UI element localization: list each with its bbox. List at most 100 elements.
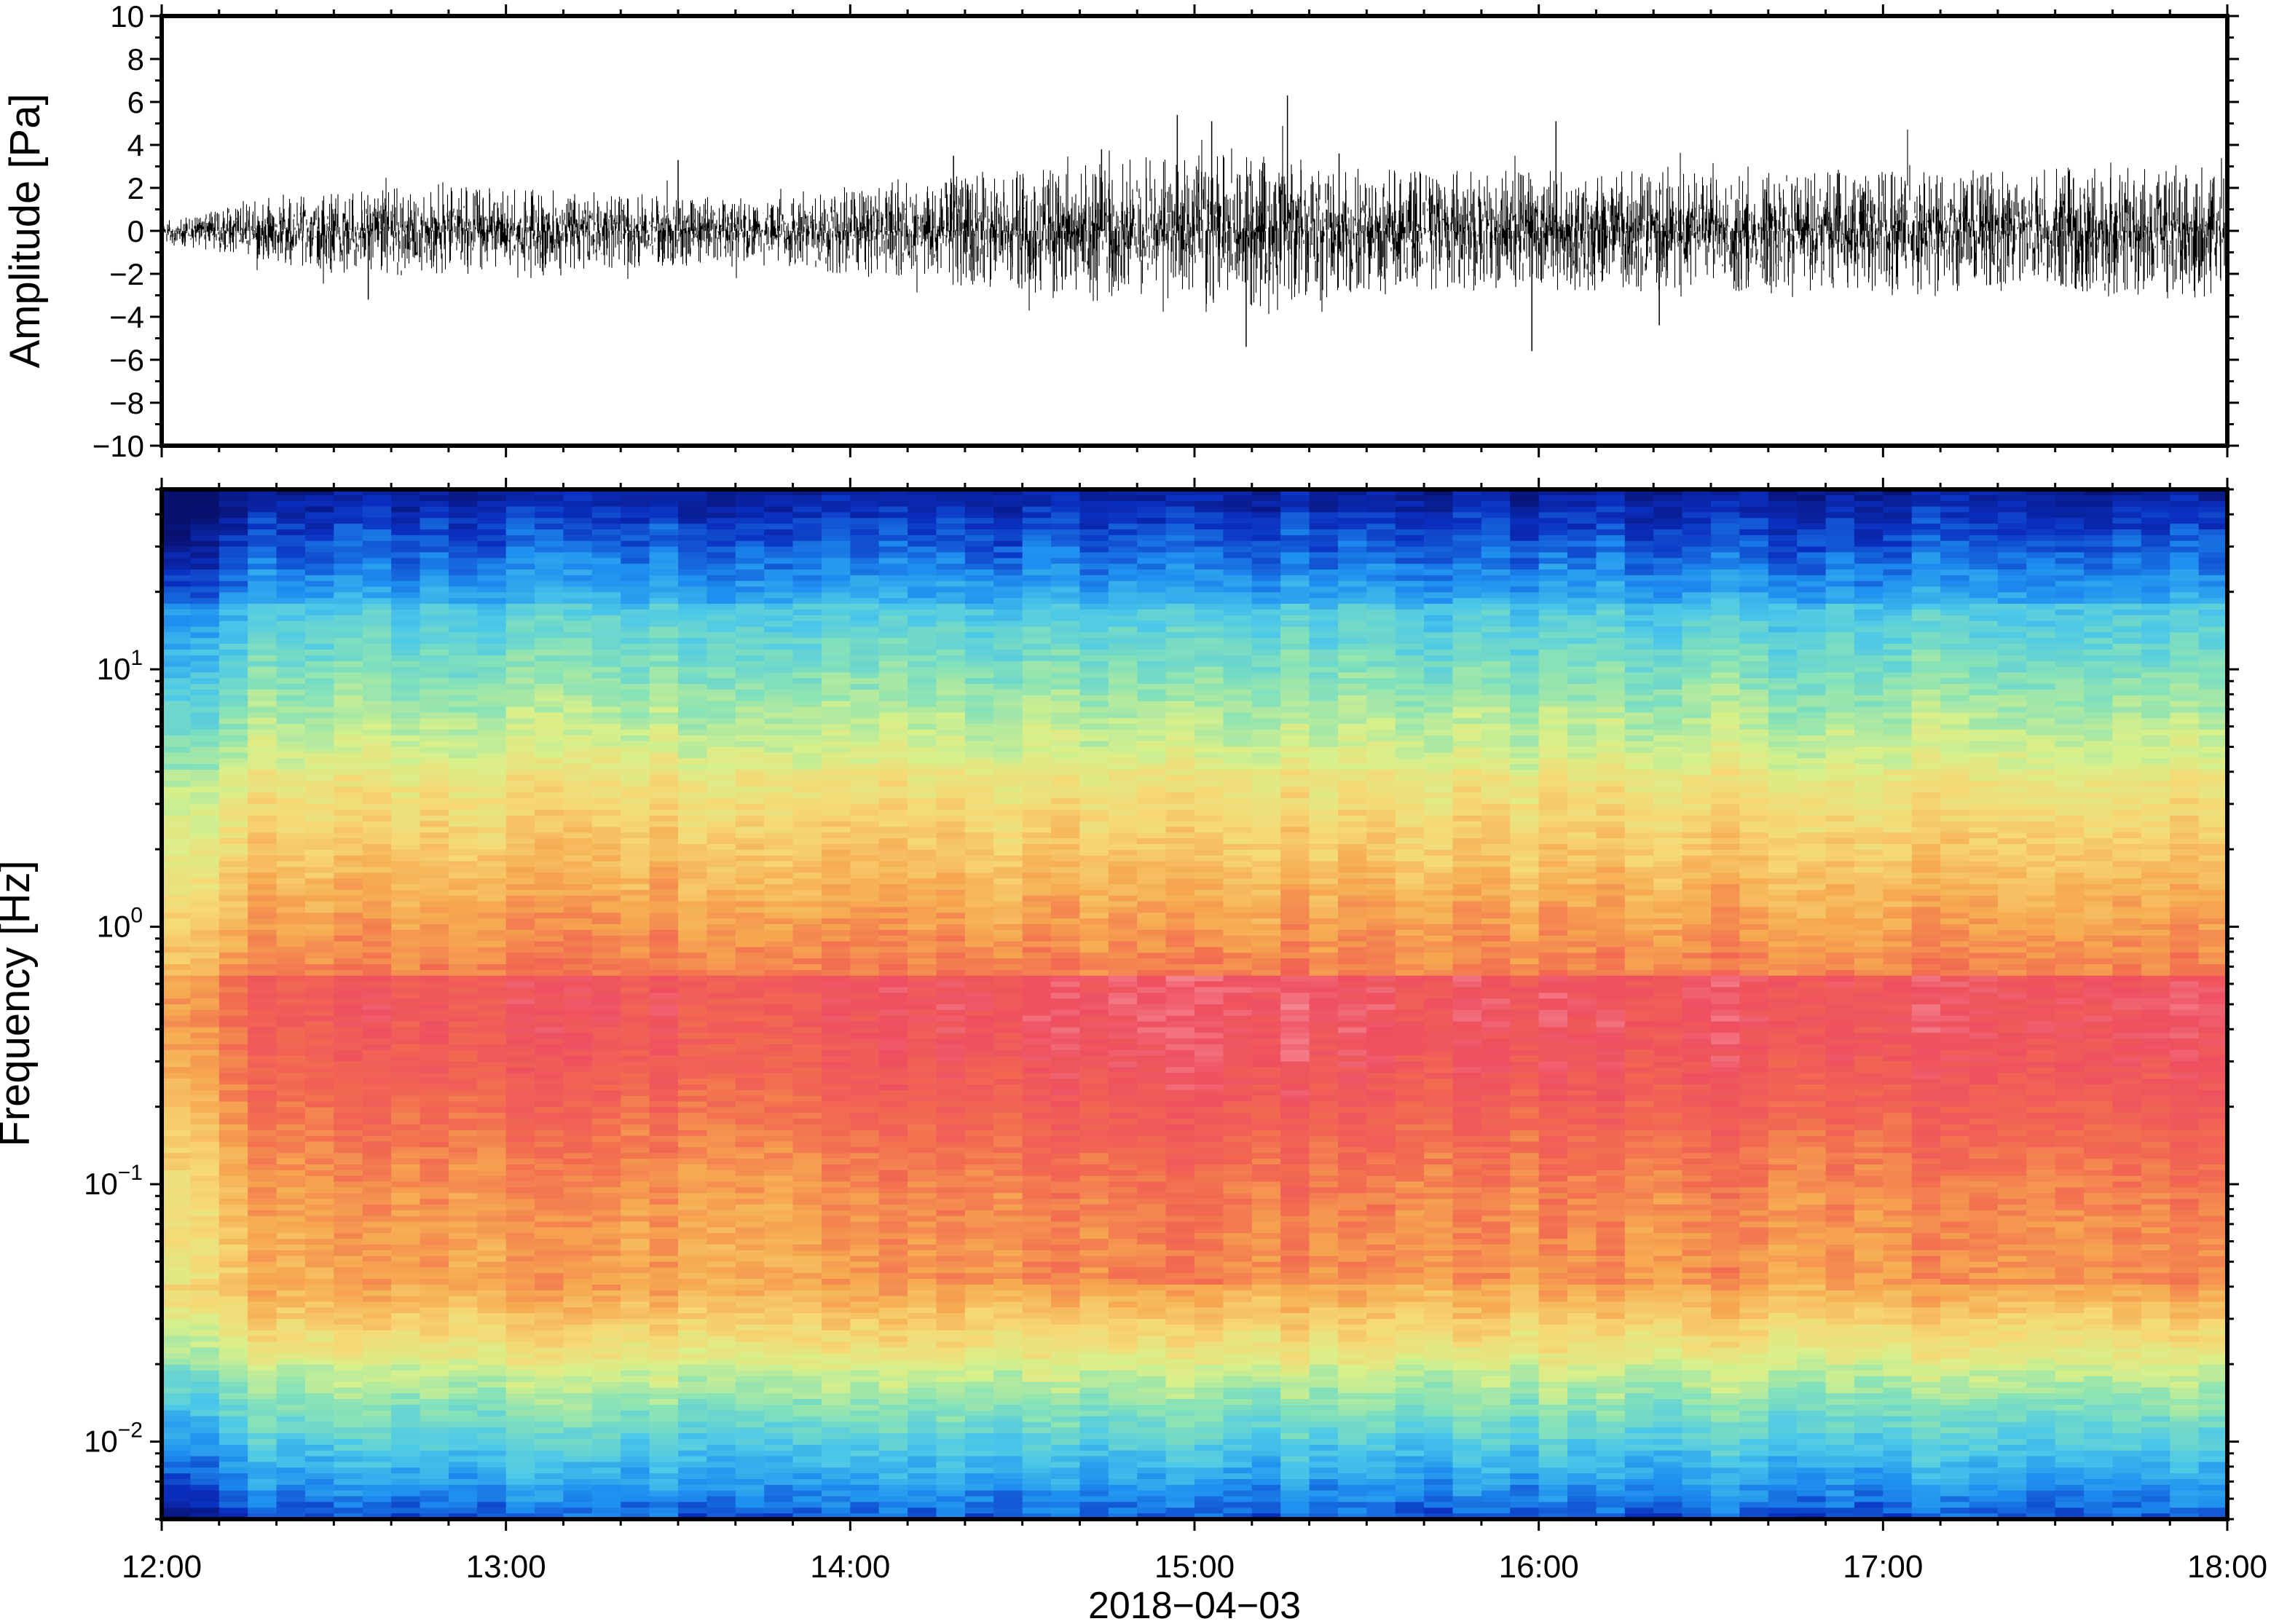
spectrogram-cell: [678, 1199, 708, 1205]
spectrogram-cell: [505, 838, 535, 845]
spectrogram-cell: [707, 901, 736, 908]
spectrogram-cell: [535, 855, 564, 862]
spectrogram-cell: [334, 494, 363, 502]
spectrogram-cell: [735, 529, 765, 536]
spectrogram-cell: [391, 752, 421, 760]
spectrogram-cell: [821, 1279, 851, 1285]
spectrogram-cell: [448, 1324, 479, 1331]
spectrogram-cell: [878, 1467, 908, 1474]
spectrogram-cell: [591, 1044, 622, 1051]
spectrogram-cell: [563, 644, 593, 650]
spectrogram-cell: [878, 769, 908, 776]
spectrogram-cell: [591, 781, 622, 788]
spectrogram-cell: [649, 844, 679, 851]
spectrogram-cell: [219, 1089, 248, 1097]
spectrogram-cell: [878, 689, 908, 696]
spectrogram-cell: [248, 1462, 278, 1469]
spectrogram-cell: [276, 672, 306, 679]
spectrogram-cell: [362, 1427, 392, 1434]
spectrogram-cell: [420, 609, 449, 616]
spectrogram-cell: [735, 689, 765, 696]
spectrogram-cell: [591, 661, 622, 668]
spectrogram-cell: [448, 735, 479, 742]
spectrogram-cell: [735, 1004, 765, 1011]
spectrogram-cell: [678, 1433, 708, 1440]
spectrogram-cell: [334, 552, 363, 559]
spectrogram-cell: [678, 1175, 708, 1183]
spectrogram-cell: [908, 1159, 937, 1165]
spectrogram-cell: [477, 758, 507, 765]
spectrogram-cell: [477, 1130, 507, 1137]
spectrogram-cell: [477, 1004, 507, 1011]
spectrogram-cell: [591, 620, 622, 628]
spectrogram-cell: [792, 975, 822, 982]
spectrogram-cell: [304, 494, 335, 502]
spectrogram-cell: [821, 895, 851, 902]
spectrogram-cell: [219, 1319, 248, 1325]
spectrogram-cell: [764, 564, 794, 570]
spectrogram-cell: [362, 1279, 392, 1285]
spectrogram-cell: [563, 1427, 593, 1434]
spectrogram-cell: [162, 901, 192, 908]
spectrogram-cell: [821, 558, 851, 564]
spectrogram-cell: [649, 604, 679, 610]
spectrogram-cell: [707, 1490, 736, 1497]
spectrogram-cell: [591, 981, 622, 988]
spectrogram-cell: [792, 769, 822, 776]
spectrogram-cell: [707, 1009, 736, 1017]
spectrogram-cell: [304, 512, 335, 519]
spectrogram-cell: [477, 1147, 507, 1154]
spectrogram-cell: [362, 929, 392, 937]
spectrogram-cell: [505, 1009, 535, 1017]
spectrogram-cell: [477, 1204, 507, 1211]
spectrogram-cell: [162, 1135, 192, 1143]
spectrogram-cell: [505, 929, 535, 937]
spectrogram-cell: [276, 1353, 306, 1360]
spectrogram-cell: [649, 712, 679, 720]
spectrogram-cell: [821, 1210, 851, 1217]
spectrogram-cell: [304, 867, 335, 874]
spectrogram-cell: [591, 935, 622, 942]
spectrogram-cell: [362, 1301, 392, 1309]
spectrogram-cell: [908, 604, 937, 610]
spectrogram-cell: [334, 1301, 363, 1309]
spectrogram-cell: [878, 861, 908, 868]
spectrogram-cell: [505, 712, 535, 720]
spectrogram-cell: [621, 1084, 650, 1091]
spectrogram-cell: [448, 889, 479, 896]
spectrogram-cell: [477, 1381, 507, 1389]
spectrogram-cell: [707, 1141, 736, 1148]
spectrogram-cell: [707, 889, 736, 896]
spectrogram-cell: [735, 518, 765, 524]
spectrogram-cell: [850, 941, 880, 948]
spectrogram-cell: [304, 872, 335, 879]
spectrogram-cell: [535, 1484, 564, 1491]
spectrogram-cell: [563, 1319, 593, 1325]
spectrogram-cell: [908, 746, 937, 754]
spectrogram-cell: [591, 1107, 622, 1114]
spectrogram-cell: [362, 798, 392, 805]
spectrogram-cell: [821, 1204, 851, 1211]
spectrogram-cell: [649, 832, 679, 839]
spectrogram-cell: [248, 1049, 278, 1057]
spectrogram-cell: [190, 815, 220, 822]
spectrogram-cell: [248, 540, 278, 548]
spectrogram-cell: [448, 1027, 479, 1034]
spectrogram-cell: [908, 929, 937, 937]
spectrogram-cell: [821, 975, 851, 982]
spectrogram-cell: [908, 615, 937, 622]
spectrogram-cell: [276, 1433, 306, 1440]
spectrogram-cell: [304, 1119, 335, 1125]
spectrogram-cell: [448, 620, 479, 628]
spectrogram-cell: [477, 1279, 507, 1285]
spectrogram-cell: [908, 1233, 937, 1239]
spectrogram-cell: [591, 529, 622, 536]
spectrogram-cell: [276, 632, 306, 639]
spectrogram-cell: [792, 929, 822, 937]
spectrogram-cell: [276, 1175, 306, 1183]
spectrogram-cell: [505, 1221, 535, 1229]
spectrogram-cell: [190, 1130, 220, 1137]
spectrogram-cell: [908, 969, 937, 977]
spectrogram-cell: [477, 844, 507, 851]
spectrogram-cell: [563, 832, 593, 839]
